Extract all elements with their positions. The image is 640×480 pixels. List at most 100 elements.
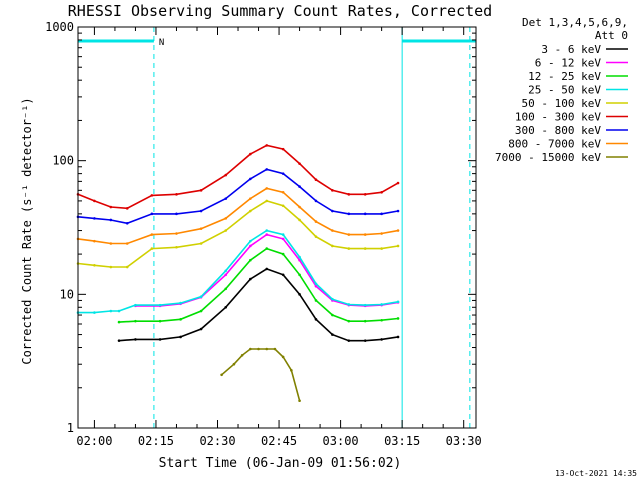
- series-3-point-10: [298, 273, 301, 277]
- series-5-point-2: [93, 263, 96, 267]
- series-4-point-9: [224, 269, 228, 273]
- series-3-point-13: [347, 319, 351, 323]
- series-6-point-2: [93, 199, 96, 203]
- series-5-point-9: [249, 209, 252, 213]
- series-1-point-4: [179, 335, 182, 339]
- series-5-point-11: [281, 204, 285, 208]
- timestamp: 13-Oct-2021 14:35: [555, 469, 637, 478]
- series-8-point-4: [125, 242, 129, 245]
- series-line-9: [221, 348, 301, 401]
- legend-label-5: 50 - 100 keV: [522, 97, 602, 110]
- series-1-point-10: [298, 293, 301, 296]
- series-7-point-15: [347, 212, 351, 216]
- series-9-point-9: [290, 369, 293, 372]
- legend-label-4: 25 - 50 keV: [528, 84, 601, 97]
- series-7-point-12: [298, 185, 301, 188]
- series-5-point-5: [150, 247, 154, 250]
- legend-label-3: 12 - 25 keV: [528, 70, 601, 83]
- series-line-3: [118, 247, 399, 323]
- series-7-point-7: [199, 209, 203, 213]
- series-3-point-1: [117, 320, 121, 324]
- series-3-point-2: [134, 319, 137, 323]
- series-8-point-13: [314, 220, 318, 223]
- series-6-point-17: [380, 190, 383, 194]
- series-2-point-7: [265, 233, 269, 236]
- series-4-point-12: [281, 233, 285, 236]
- y-axis-label: Corrected Count Rate (s⁻¹ detector⁻¹): [20, 97, 34, 364]
- series-9-point-7: [273, 347, 277, 351]
- series-4-point-14: [314, 282, 318, 286]
- series-7-point-10: [265, 168, 269, 171]
- series-3-point-5: [199, 309, 203, 313]
- series-6-point-11: [281, 147, 285, 151]
- series-1-point-2: [134, 338, 137, 341]
- series-6-point-6: [175, 193, 178, 196]
- series-7-point-6: [175, 212, 178, 216]
- legend-label-9: 7000 - 15000 keV: [495, 151, 601, 164]
- series-9-point-1: [220, 373, 223, 377]
- series-4-point-3: [109, 309, 113, 313]
- series-5-point-17: [380, 247, 383, 250]
- series-1-point-7: [249, 277, 252, 281]
- series-7-point-11: [281, 172, 285, 175]
- series-4-point-17: [363, 303, 367, 307]
- legend-header-2: Att 0: [595, 29, 628, 42]
- series-1-point-15: [380, 338, 383, 341]
- series-6-point-8: [224, 173, 228, 177]
- night-marker-label: N: [159, 38, 164, 48]
- series-1-point-9: [281, 273, 285, 277]
- series-3-point-16: [396, 317, 400, 320]
- series-5-point-4: [125, 265, 129, 269]
- series-4-point-18: [380, 303, 383, 306]
- series-3-point-15: [380, 318, 383, 322]
- series-line-6: [77, 144, 399, 210]
- series-8-point-7: [199, 227, 203, 230]
- series-6-point-14: [331, 189, 334, 192]
- series-5-point-18: [396, 244, 400, 248]
- x-axis-label: Start Time (06-Jan-09 01:56:02): [159, 456, 402, 471]
- chart-title: RHESSI Observing Summary Count Rates, Co…: [68, 2, 492, 20]
- series-4-point-6: [158, 303, 162, 307]
- series-4-point-11: [265, 229, 269, 232]
- series-4-point-10: [249, 239, 252, 243]
- y-tick-label-3: 100: [52, 154, 74, 168]
- y-tick-label-2: 10: [60, 287, 74, 301]
- x-tick-label-6: 03:15: [384, 434, 420, 448]
- series-6-point-18: [396, 181, 400, 185]
- series-6-point-9: [249, 152, 252, 156]
- series-7-point-3: [109, 218, 113, 222]
- series-7-point-8: [224, 197, 228, 200]
- series-1-point-13: [347, 339, 351, 342]
- series-9-point-4: [249, 347, 252, 351]
- legend-label-1: 3 - 6 keV: [541, 43, 601, 56]
- series-8-point-3: [109, 242, 113, 245]
- series-5-point-3: [109, 265, 113, 269]
- series-4-point-13: [298, 255, 301, 259]
- series-4-point-5: [134, 303, 137, 307]
- series-line-1: [118, 268, 399, 342]
- plot-frame: [77, 26, 477, 429]
- series-8-point-14: [331, 229, 334, 232]
- series-7-point-13: [314, 199, 318, 203]
- series-7-point-16: [363, 212, 367, 216]
- series-5-point-10: [265, 199, 269, 203]
- series-1-point-6: [224, 305, 228, 309]
- series-4-point-4: [117, 309, 121, 313]
- series-2-point-8: [281, 237, 285, 241]
- x-tick-label-5: 03:00: [323, 434, 359, 448]
- series-9-point-10: [298, 399, 301, 403]
- series-9-point-8: [281, 355, 285, 359]
- series-6-point-5: [150, 194, 154, 197]
- series-1-point-14: [363, 339, 367, 342]
- series-6-point-10: [265, 144, 269, 147]
- series-8-point-17: [380, 232, 383, 235]
- series-4-point-16: [347, 303, 351, 306]
- legend-label-8: 800 - 7000 keV: [508, 138, 601, 151]
- series-line-2: [135, 233, 399, 307]
- series-6-point-12: [298, 162, 301, 165]
- series-4-point-15: [331, 297, 334, 301]
- series-5-point-7: [199, 242, 203, 245]
- series-8-point-10: [265, 187, 269, 190]
- series-5-point-15: [347, 247, 351, 250]
